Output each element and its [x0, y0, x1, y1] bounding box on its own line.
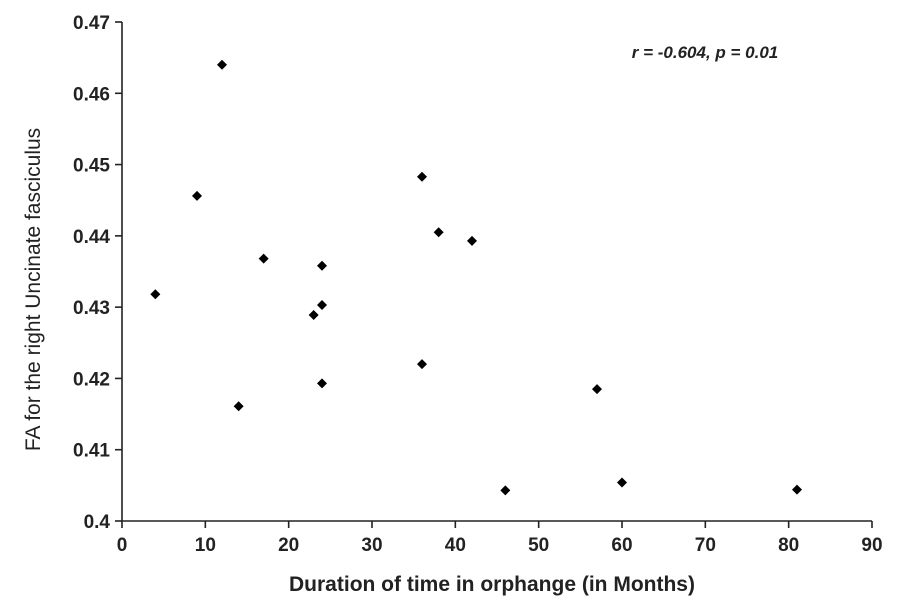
- axis-ticks: 0 10 20 30 40 50 60 70 80 90 0.4 0.41 0.42 0.43 0.44 0.…: [73, 13, 883, 556]
- data-points: [150, 59, 802, 496]
- y-tick-label: 0.47: [73, 13, 110, 34]
- x-axis-title: Duration of time in orphange (in Months): [289, 573, 695, 596]
- y-axis-title: FA for the right Uncinate fasciculus: [22, 128, 45, 451]
- x-tick-label: 40: [445, 535, 466, 556]
- x-tick-label: 10: [195, 535, 216, 556]
- data-point: [192, 190, 202, 201]
- x-tick-label: 20: [278, 535, 299, 556]
- y-tick-label: 0.45: [73, 156, 110, 177]
- data-point: [150, 289, 161, 300]
- x-tick-label: 60: [611, 535, 632, 556]
- y-tick-label: 0.4: [84, 512, 111, 533]
- x-tick-label: 90: [861, 535, 882, 556]
- x-tick-label: 0: [117, 535, 128, 556]
- data-point: [317, 378, 327, 389]
- data-point: [433, 227, 444, 238]
- x-tick-label: 80: [778, 535, 799, 556]
- data-point: [417, 359, 427, 370]
- y-tick-label: 0.42: [73, 369, 110, 390]
- y-tick-label: 0.44: [73, 227, 110, 248]
- data-point: [317, 300, 327, 311]
- data-point: [792, 484, 802, 495]
- data-point: [233, 401, 244, 412]
- y-axis-title-group: FA for the right Uncinate fasciculus: [22, 128, 45, 451]
- y-tick-label: 0.41: [73, 441, 110, 462]
- x-tick-label: 70: [695, 535, 716, 556]
- correlation-annotation: r = -0.604, p = 0.01: [632, 43, 778, 62]
- y-tick-label: 0.43: [73, 298, 110, 319]
- data-point: [467, 235, 477, 246]
- y-tick-label: 0.46: [73, 84, 110, 105]
- data-point: [417, 171, 427, 182]
- data-point: [500, 485, 511, 496]
- data-point: [258, 253, 269, 264]
- data-point: [317, 260, 327, 271]
- x-tick-label: 50: [528, 535, 549, 556]
- data-point: [592, 384, 602, 395]
- data-point: [617, 477, 627, 488]
- data-point: [308, 309, 319, 320]
- data-point: [217, 59, 227, 70]
- x-tick-label: 30: [361, 535, 382, 556]
